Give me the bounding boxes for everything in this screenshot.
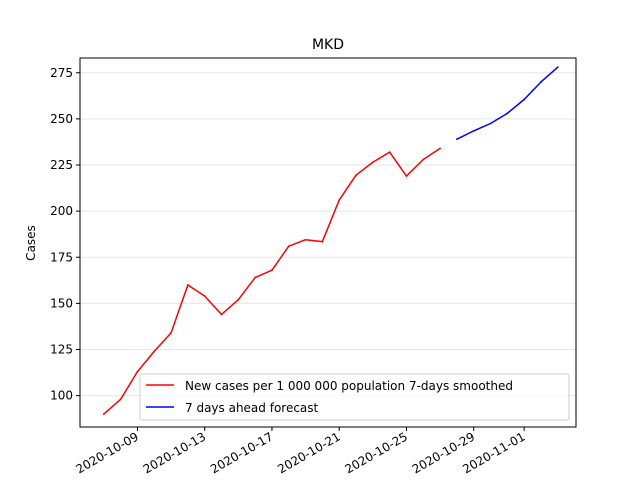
y-tick-label: 125	[50, 343, 73, 357]
data-point	[119, 398, 122, 401]
legend-box	[139, 373, 570, 421]
data-point	[422, 158, 425, 161]
data-point	[556, 66, 559, 69]
data-point	[237, 298, 240, 301]
y-tick-label: 275	[50, 66, 73, 80]
data-point	[405, 175, 408, 177]
data-point	[186, 284, 189, 286]
y-axis-label: Cases	[24, 225, 38, 261]
y-tick-label: 250	[50, 112, 73, 126]
data-point	[439, 147, 441, 150]
y-tick-label: 225	[50, 158, 73, 172]
y-tick-label: 175	[50, 250, 73, 264]
data-point	[136, 370, 139, 373]
data-point	[523, 98, 526, 101]
data-point	[153, 350, 156, 353]
series-layer	[102, 66, 559, 415]
data-point	[203, 295, 206, 297]
y-axis: 100 125 150 175 200 225 250 275	[50, 66, 80, 403]
data-point	[170, 332, 172, 334]
data-point	[355, 174, 357, 177]
data-point	[506, 112, 509, 115]
data-point	[489, 122, 492, 125]
data-point	[220, 313, 223, 316]
chart-title: MKD	[312, 37, 344, 53]
data-point	[102, 413, 105, 415]
data-point	[271, 269, 273, 272]
data-point	[540, 81, 542, 83]
data-point	[254, 276, 257, 279]
data-point	[371, 161, 374, 164]
data-point	[456, 138, 458, 141]
legend: New cases per 1 000 000 population 7-day…	[139, 373, 570, 421]
y-tick-label: 200	[50, 204, 73, 218]
legend-label-observed: New cases per 1 000 000 population 7-day…	[185, 379, 513, 393]
data-point	[472, 129, 475, 132]
data-point	[287, 245, 290, 248]
y-tick-label: 100	[50, 389, 73, 403]
data-point	[338, 199, 341, 201]
data-point	[321, 240, 324, 243]
legend-label-forecast: 7 days ahead forecast	[185, 401, 319, 415]
data-point	[304, 238, 307, 241]
data-point	[388, 151, 391, 154]
y-tick-label: 150	[50, 296, 73, 310]
plot-frame	[79, 57, 577, 428]
